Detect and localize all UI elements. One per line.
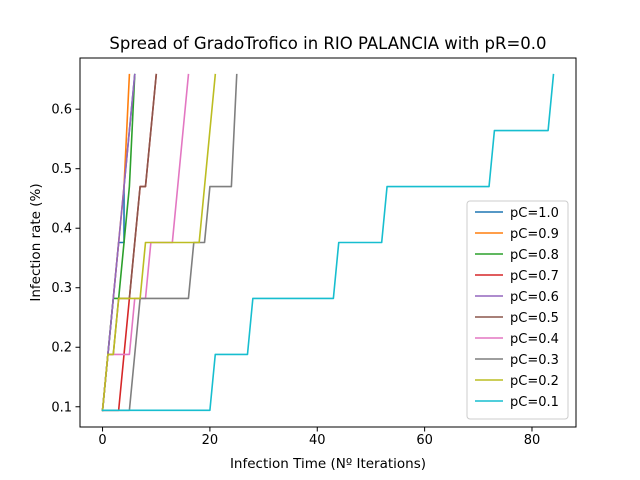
y-axis-ticks: 0.1 0.2 0.3 0.4 0.5 0.6 bbox=[51, 103, 80, 415]
y-axis-label: Infection rate (%) bbox=[28, 183, 44, 301]
chart-title: Spread of GradoTrofico in RIO PALANCIA w… bbox=[109, 34, 546, 53]
legend-label-pC=0.9: pC=0.9 bbox=[510, 227, 559, 242]
legend-label-pC=0.7: pC=0.7 bbox=[510, 269, 559, 284]
x-tick-label: 40 bbox=[309, 433, 326, 448]
series-line-pC=0.4 bbox=[101, 73, 190, 412]
y-tick-label: 0.6 bbox=[51, 103, 72, 118]
series-line-pC=0.2 bbox=[101, 73, 217, 412]
legend-label-pC=0.8: pC=0.8 bbox=[510, 248, 559, 263]
legend-label-pC=0.6: pC=0.6 bbox=[510, 290, 559, 305]
plot-area bbox=[101, 73, 555, 412]
legend-box bbox=[466, 200, 569, 420]
legend-label-pC=0.3: pC=0.3 bbox=[510, 353, 559, 368]
legend-label-pC=0.4: pC=0.4 bbox=[510, 332, 559, 347]
legend-label-pC=0.1: pC=0.1 bbox=[510, 395, 559, 410]
y-tick-label: 0.2 bbox=[51, 341, 72, 356]
x-tick-label: 20 bbox=[202, 433, 219, 448]
y-tick-label: 0.4 bbox=[51, 222, 72, 237]
legend-label-pC=1.0: pC=1.0 bbox=[510, 206, 559, 221]
x-tick-label: 80 bbox=[524, 433, 541, 448]
x-axis-label: Infection Time (Nº Iterations) bbox=[230, 456, 426, 472]
x-tick-label: 0 bbox=[98, 433, 106, 448]
x-axis-ticks: 0 20 40 60 80 bbox=[98, 427, 540, 448]
x-tick-label: 60 bbox=[416, 433, 433, 448]
y-tick-label: 0.1 bbox=[51, 400, 72, 415]
axes-frame bbox=[79, 57, 577, 428]
y-tick-label: 0.3 bbox=[51, 281, 72, 296]
legend: pC=1.0 pC=0.9 pC=0.8 pC=0.7 pC=0.6 pC=0.5 pC=0… bbox=[466, 200, 569, 420]
series-line-pC=0.1 bbox=[101, 73, 555, 412]
series-line-pC=0.3 bbox=[101, 73, 238, 412]
legend-label-pC=0.5: pC=0.5 bbox=[510, 311, 559, 326]
y-tick-label: 0.5 bbox=[51, 162, 72, 177]
legend-label-pC=0.2: pC=0.2 bbox=[510, 374, 559, 389]
